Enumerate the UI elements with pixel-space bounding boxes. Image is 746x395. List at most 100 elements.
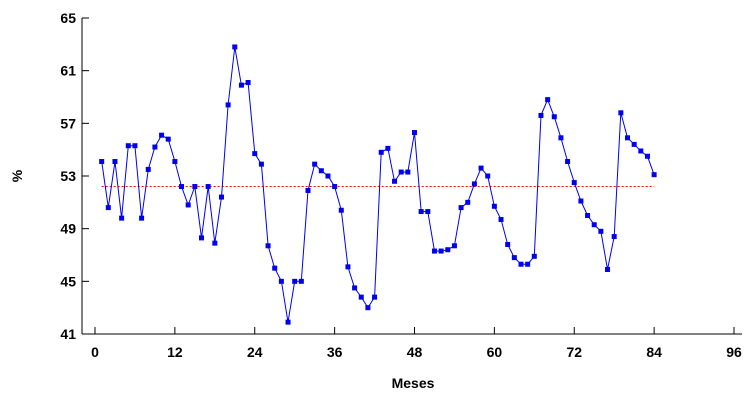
data-point bbox=[611, 234, 617, 240]
y-tick-label: 65 bbox=[60, 10, 76, 26]
data-point bbox=[185, 202, 191, 208]
data-point bbox=[412, 130, 417, 136]
data-point bbox=[179, 184, 185, 190]
data-point bbox=[578, 198, 584, 204]
data-point bbox=[332, 184, 338, 190]
data-point bbox=[465, 199, 471, 205]
data-point bbox=[558, 135, 564, 141]
data-point bbox=[491, 203, 497, 209]
data-point bbox=[531, 253, 537, 259]
data-point bbox=[325, 173, 331, 179]
y-axis-title: % bbox=[9, 169, 25, 182]
data-point bbox=[159, 132, 165, 138]
data-point bbox=[258, 161, 264, 167]
data-point bbox=[298, 278, 304, 284]
data-point bbox=[591, 222, 597, 228]
x-tick-label: 12 bbox=[167, 344, 183, 360]
data-point bbox=[385, 145, 391, 151]
data-point bbox=[485, 173, 491, 179]
data-point bbox=[525, 261, 531, 267]
x-axis-title: Meses bbox=[392, 375, 435, 391]
data-point bbox=[252, 151, 258, 157]
data-point bbox=[638, 148, 644, 154]
data-point bbox=[458, 205, 464, 211]
data-point bbox=[292, 278, 298, 284]
data-point bbox=[338, 207, 344, 213]
x-axis-ticks: 0 12 24 36 48 60 72 84 96 bbox=[91, 327, 742, 360]
data-point bbox=[145, 166, 151, 172]
data-point bbox=[598, 228, 604, 234]
y-tick-label: 45 bbox=[60, 273, 76, 289]
data-point bbox=[318, 168, 324, 174]
x-tick-label: 24 bbox=[247, 344, 263, 360]
data-point bbox=[152, 144, 158, 150]
y-tick-label: 61 bbox=[60, 63, 76, 79]
data-point bbox=[605, 266, 611, 272]
plot-frame bbox=[81, 18, 742, 335]
data-point bbox=[438, 248, 444, 254]
x-tick-label: 0 bbox=[91, 344, 99, 360]
data-point bbox=[312, 161, 318, 167]
data-point bbox=[112, 159, 118, 165]
x-tick-label: 84 bbox=[646, 344, 662, 360]
data-point bbox=[272, 265, 278, 271]
data-point bbox=[212, 240, 218, 246]
x-tick-label: 60 bbox=[487, 344, 503, 360]
data-point bbox=[125, 143, 131, 149]
data-point bbox=[498, 216, 504, 222]
data-point bbox=[551, 114, 557, 120]
data-point bbox=[139, 215, 145, 221]
data-point bbox=[651, 172, 657, 178]
data-point bbox=[278, 278, 284, 284]
data-point bbox=[119, 215, 125, 221]
data-point bbox=[431, 248, 437, 254]
x-tick-label: 72 bbox=[566, 344, 582, 360]
data-point bbox=[172, 159, 178, 165]
data-point bbox=[225, 102, 231, 108]
series-group bbox=[99, 44, 657, 325]
x-tick-label: 48 bbox=[407, 344, 423, 360]
data-point bbox=[132, 143, 138, 149]
y-tick-label: 53 bbox=[60, 168, 76, 184]
data-point bbox=[644, 153, 650, 159]
data-point bbox=[378, 149, 384, 155]
data-point bbox=[405, 169, 411, 175]
data-point bbox=[571, 180, 577, 186]
data-point bbox=[165, 136, 171, 142]
data-point bbox=[345, 264, 351, 270]
data-point bbox=[545, 97, 551, 103]
data-point bbox=[205, 184, 211, 190]
data-point bbox=[105, 205, 111, 211]
data-point bbox=[505, 241, 511, 247]
data-point bbox=[518, 261, 524, 267]
data-point bbox=[625, 135, 630, 141]
data-point bbox=[618, 110, 624, 116]
data-point bbox=[358, 294, 364, 300]
data-point bbox=[445, 247, 451, 253]
data-point bbox=[392, 178, 398, 184]
data-point bbox=[238, 82, 244, 88]
data-point bbox=[372, 294, 378, 300]
data-point bbox=[352, 285, 358, 291]
data-point bbox=[478, 165, 484, 171]
data-point bbox=[631, 141, 637, 147]
data-point bbox=[538, 112, 544, 118]
data-point bbox=[245, 80, 251, 86]
x-tick-label: 96 bbox=[726, 344, 742, 360]
data-point bbox=[232, 44, 238, 50]
y-tick-label: 41 bbox=[60, 326, 76, 342]
series-line bbox=[101, 46, 655, 323]
data-point bbox=[218, 194, 224, 200]
data-point bbox=[471, 181, 477, 187]
data-point bbox=[99, 159, 105, 165]
data-point bbox=[265, 243, 271, 249]
data-point bbox=[585, 213, 591, 218]
data-point bbox=[451, 243, 457, 249]
x-tick-label: 36 bbox=[327, 344, 343, 360]
data-point bbox=[285, 319, 291, 325]
data-point bbox=[511, 255, 517, 261]
data-point bbox=[305, 187, 311, 193]
data-point bbox=[199, 235, 204, 241]
y-tick-label: 57 bbox=[60, 115, 76, 131]
